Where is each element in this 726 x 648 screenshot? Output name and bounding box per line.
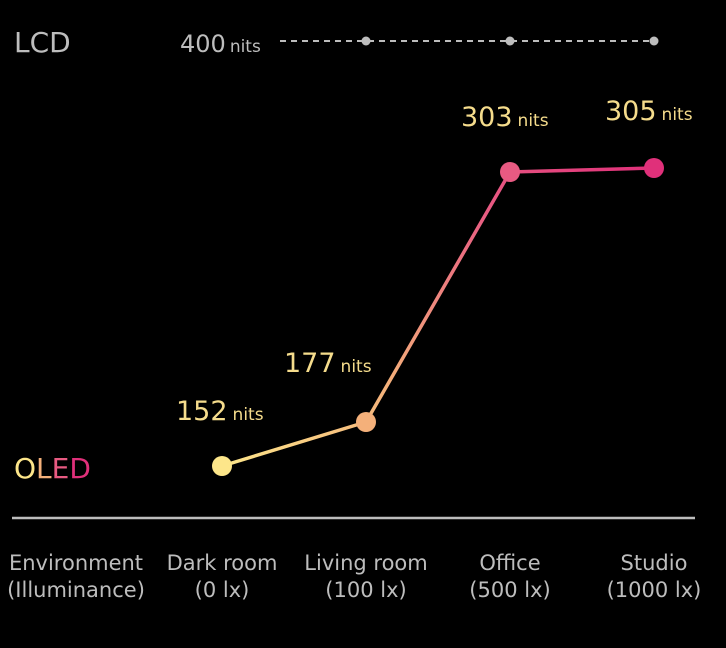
oled-series-label: OLED (14, 452, 91, 485)
lcd-point (505, 36, 515, 46)
x-tick-label: Office (479, 551, 540, 575)
lcd-series-label: LCD (14, 26, 71, 59)
x-tick-label: Studio (621, 551, 688, 575)
oled-point (212, 456, 232, 476)
x-tick-label: Dark room (167, 551, 278, 575)
oled-point (500, 162, 520, 182)
x-axis-title-subtitle: (Illuminance) (7, 578, 145, 602)
oled-data-label: 177 nits (284, 348, 372, 379)
oled-series-line (221, 166, 655, 468)
x-tick-sublabel: (500 lx) (469, 578, 550, 602)
x-axis-title: Environment (9, 551, 143, 575)
oled-point (644, 158, 664, 178)
x-tick-label: Living room (304, 551, 427, 575)
oled-point (356, 412, 376, 432)
x-tick-sublabel: (0 lx) (195, 578, 250, 602)
oled-data-label: 152 nits (176, 396, 264, 427)
oled-data-label: 305 nits (605, 96, 693, 127)
lcd-point (649, 36, 659, 46)
x-tick-sublabel: (1000 lx) (607, 578, 702, 602)
lcd-point (361, 36, 371, 46)
oled-data-label: 303 nits (461, 102, 549, 133)
x-tick-sublabel: (100 lx) (325, 578, 406, 602)
lcd-data-label: 400 nits (180, 30, 261, 58)
